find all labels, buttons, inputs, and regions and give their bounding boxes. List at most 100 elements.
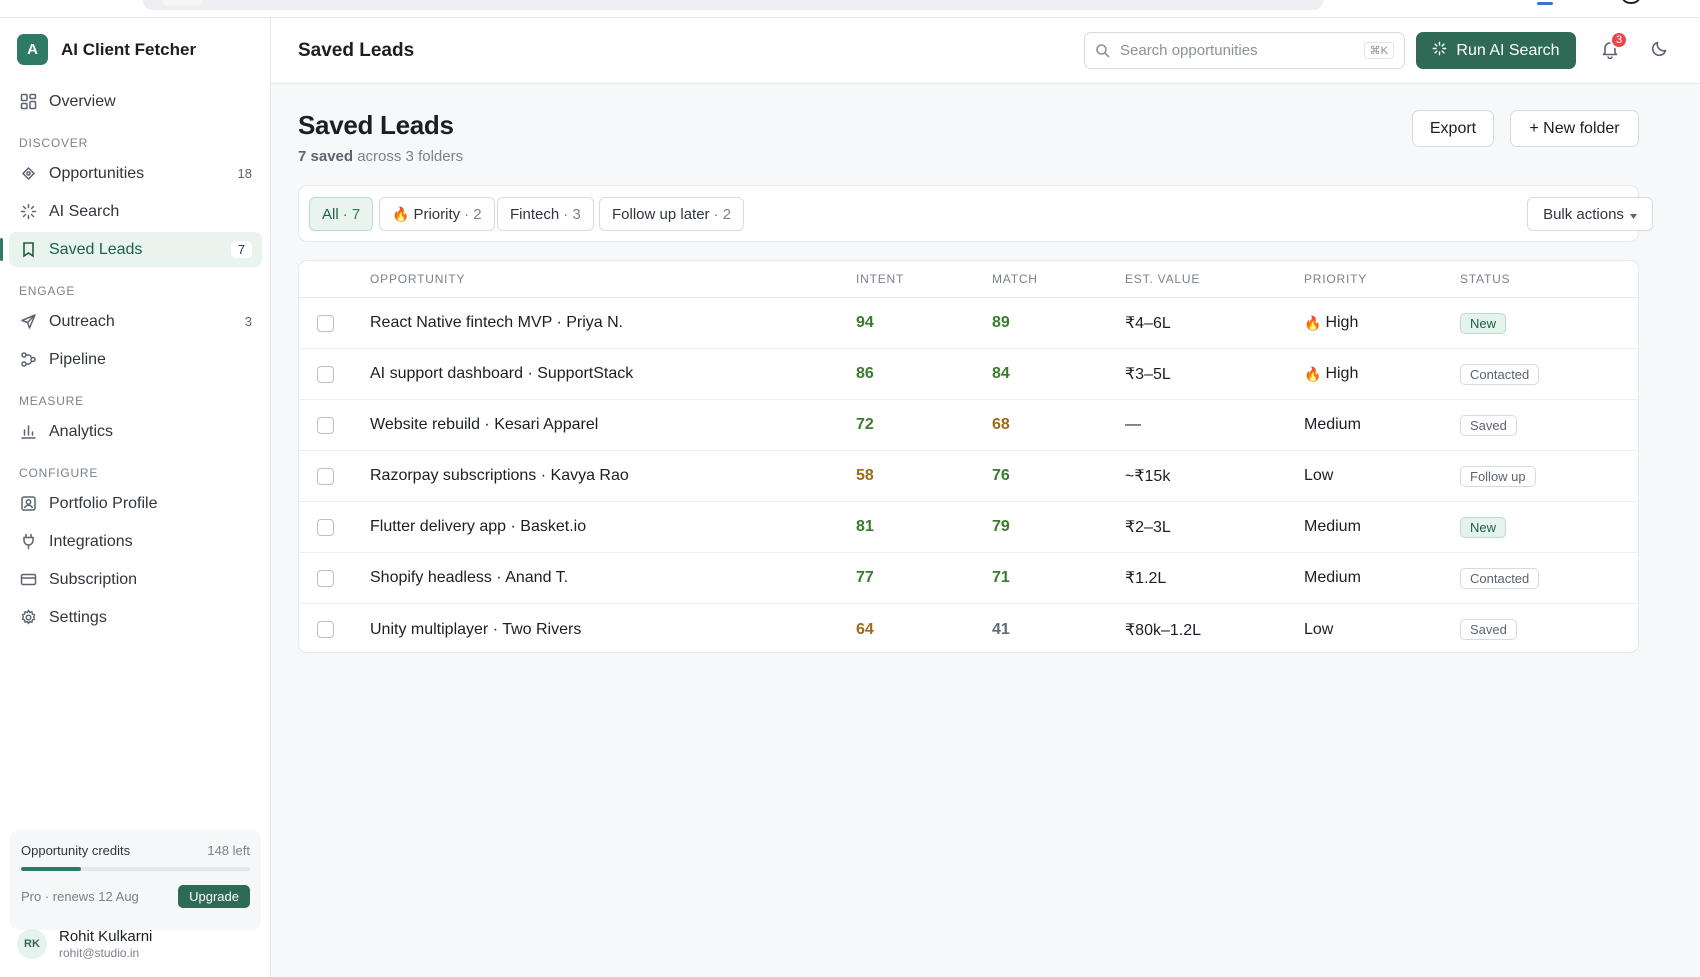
est-value: ₹4–6L bbox=[1125, 315, 1171, 332]
flame-icon: 🔥 bbox=[1304, 314, 1322, 331]
column-header-intent[interactable]: INTENT bbox=[856, 272, 905, 286]
sidebar-item-subscription[interactable]: Subscription bbox=[9, 562, 262, 597]
est-value: — bbox=[1125, 416, 1141, 433]
row-checkbox[interactable] bbox=[317, 365, 334, 383]
folders-text: across 3 folders bbox=[353, 148, 464, 165]
opportunity-title[interactable]: Website rebuild · Kesari Apparel bbox=[370, 416, 599, 433]
table-row[interactable]: Razorpay subscriptions · Kavya Rao 58 76… bbox=[299, 451, 1638, 502]
run-ai-search-button[interactable]: Run AI Search bbox=[1416, 32, 1576, 69]
sidebar-item-settings[interactable]: Settings bbox=[9, 600, 262, 635]
table-row[interactable]: Shopify headless · Anand T. 77 71 ₹1.2L … bbox=[299, 553, 1638, 604]
section-label-configure: CONFIGURE bbox=[19, 466, 99, 480]
row-checkbox[interactable] bbox=[317, 467, 334, 485]
filter-chip-priority[interactable]: 🔥 Priority · 2 bbox=[379, 197, 495, 231]
table-row[interactable]: Flutter delivery app · Basket.io 81 79 ₹… bbox=[299, 502, 1638, 553]
filter-chip-label: Fintech bbox=[510, 205, 560, 223]
row-checkbox[interactable] bbox=[317, 621, 334, 638]
sidebar-item-ai-search[interactable]: AI Search bbox=[9, 194, 262, 229]
priority-label: Medium bbox=[1304, 416, 1361, 433]
grid-icon bbox=[19, 93, 37, 111]
sidebar-count-badge: 18 bbox=[237, 166, 252, 181]
table-row[interactable]: Website rebuild · Kesari Apparel 72 68 —… bbox=[299, 400, 1638, 451]
browser-address-bar[interactable] bbox=[143, 0, 1323, 10]
row-checkbox[interactable] bbox=[317, 569, 334, 587]
est-value: ~₹15k bbox=[1125, 468, 1171, 485]
filter-bar: All · 7 🔥 Priority · 2 Fintech · 3 Follow up… bbox=[298, 185, 1653, 242]
theme-toggle-button[interactable] bbox=[1647, 39, 1671, 63]
plug-icon bbox=[19, 533, 37, 551]
search-input[interactable] bbox=[1120, 42, 1350, 59]
match-score: 84 bbox=[992, 365, 1010, 382]
notifications-button[interactable]: 3 bbox=[1597, 31, 1628, 64]
opportunity-title[interactable]: Unity multiplayer · Two Rivers bbox=[370, 620, 582, 638]
user-profile[interactable]: RK Rohit Kulkarni rohit@studio.in bbox=[17, 928, 152, 960]
row-checkbox[interactable] bbox=[317, 518, 334, 536]
sidebar-item-overview[interactable]: Overview bbox=[9, 84, 262, 119]
upgrade-button[interactable]: Upgrade bbox=[178, 885, 250, 908]
filter-chip-follow-up-later[interactable]: Follow up later · 2 bbox=[599, 197, 745, 231]
table-row[interactable]: React Native fintech MVP · Priya N. 94 8… bbox=[299, 298, 1638, 349]
sidebar-item-label: Opportunities bbox=[49, 164, 145, 182]
priority-label: High bbox=[1325, 314, 1359, 331]
opportunity-title[interactable]: Shopify headless · Anand T. bbox=[370, 569, 569, 586]
column-header-priority[interactable]: PRIORITY bbox=[1304, 272, 1368, 286]
table-row[interactable]: Unity multiplayer · Two Rivers 64 41 ₹80… bbox=[299, 604, 1638, 652]
compass-icon bbox=[19, 165, 37, 183]
sidebar-item-label: AI Search bbox=[49, 202, 120, 220]
filter-chip-count: · 7 bbox=[342, 205, 361, 223]
notification-count-badge: 3 bbox=[1610, 31, 1628, 49]
table-row[interactable]: AI support dashboard · SupportStack 86 8… bbox=[299, 349, 1638, 400]
brand[interactable]: A AI Client Fetcher bbox=[17, 34, 196, 65]
row-checkbox[interactable] bbox=[317, 314, 334, 332]
row-checkbox[interactable] bbox=[317, 416, 334, 434]
match-score: 79 bbox=[992, 518, 1010, 535]
est-value: ₹80k–1.2L bbox=[1125, 621, 1202, 639]
browser-profile-icon[interactable] bbox=[1622, 0, 1640, 4]
opportunity-title[interactable]: Razorpay subscriptions · Kavya Rao bbox=[370, 467, 629, 484]
bookmark-icon bbox=[19, 241, 37, 259]
opportunity-title[interactable]: AI support dashboard · SupportStack bbox=[370, 365, 634, 382]
browser-top-strip bbox=[0, 0, 1700, 18]
filter-chip-all[interactable]: All · 7 bbox=[309, 197, 374, 231]
main-content: Saved Leads 7 saved across 3 folders Exp… bbox=[271, 85, 1700, 977]
opportunity-title[interactable]: React Native fintech MVP · Priya N. bbox=[370, 314, 624, 331]
top-header: Saved Leads ⌘K Run AI Search 3 bbox=[271, 18, 1700, 84]
sidebar-item-integrations[interactable]: Integrations bbox=[9, 524, 262, 559]
saved-count: 7 saved bbox=[298, 148, 354, 165]
sidebar-item-portfolio-profile[interactable]: Portfolio Profile bbox=[9, 486, 262, 521]
sidebar-count-badge: 3 bbox=[244, 314, 252, 329]
user-email: rohit@studio.in bbox=[59, 946, 140, 960]
column-header-est-value[interactable]: EST. VALUE bbox=[1125, 272, 1201, 286]
status-badge: Saved bbox=[1460, 619, 1517, 640]
column-header-match[interactable]: MATCH bbox=[992, 272, 1038, 286]
sidebar-item-label: Portfolio Profile bbox=[49, 494, 158, 512]
sidebar-item-opportunities[interactable]: Opportunities 18 bbox=[9, 156, 262, 191]
credits-remaining: 148 left bbox=[207, 843, 250, 858]
match-score: 76 bbox=[992, 467, 1010, 484]
avatar: RK bbox=[17, 929, 47, 959]
sidebar-item-label: Saved Leads bbox=[49, 240, 143, 258]
bulk-actions-label: Bulk actions bbox=[1543, 205, 1624, 223]
filter-chip-label: Priority bbox=[413, 205, 461, 223]
sidebar-item-pipeline[interactable]: Pipeline bbox=[9, 342, 262, 377]
priority-label: High bbox=[1325, 365, 1359, 382]
export-button[interactable]: Export bbox=[1412, 110, 1494, 147]
search-icon bbox=[1095, 43, 1110, 58]
bulk-actions-dropdown[interactable]: Bulk actions bbox=[1527, 197, 1653, 231]
table-header-row: OPPORTUNITY INTENT MATCH EST. VALUE PRIO… bbox=[299, 261, 1638, 298]
new-folder-button[interactable]: + New folder bbox=[1510, 110, 1639, 147]
sidebar-item-outreach[interactable]: Outreach 3 bbox=[9, 304, 262, 339]
sidebar-item-saved-leads[interactable]: Saved Leads 7 bbox=[0, 232, 262, 267]
page-subtitle: 7 saved across 3 folders bbox=[298, 148, 463, 165]
search-box[interactable]: ⌘K bbox=[1084, 32, 1405, 69]
browser-tab-pill[interactable] bbox=[163, 0, 203, 6]
sidebar-item-analytics[interactable]: Analytics bbox=[9, 414, 262, 449]
opportunity-title[interactable]: Flutter delivery app · Basket.io bbox=[370, 518, 587, 535]
column-header-opportunity[interactable]: OPPORTUNITY bbox=[370, 272, 466, 286]
column-header-status[interactable]: STATUS bbox=[1460, 272, 1511, 286]
brand-name: AI Client Fetcher bbox=[61, 39, 197, 59]
intent-score: 94 bbox=[856, 314, 874, 331]
sidebar-nav: Overview DISCOVER Opportunities 18 AI Se… bbox=[0, 84, 262, 638]
filter-chip-fintech[interactable]: Fintech · 3 bbox=[497, 197, 594, 231]
sidebar-item-label: Subscription bbox=[49, 570, 138, 588]
